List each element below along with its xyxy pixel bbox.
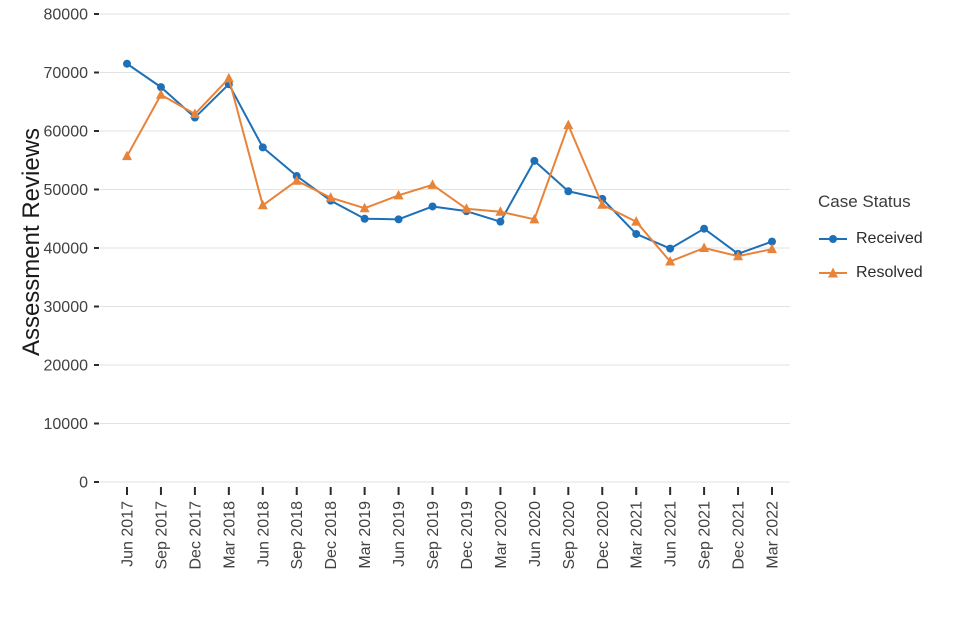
y-tick-label: 30000 [44,299,89,316]
data-point-received [700,224,709,233]
x-tick-label: Sep 2018 [289,501,306,570]
x-tick-label: Dec 2020 [595,501,612,570]
x-tick-label: Sep 2017 [153,501,170,570]
series-line-received [126,62,773,255]
x-tick-label: Mar 2018 [221,501,238,569]
legend-item-received: Received [818,230,958,248]
x-tick-label: Jun 2017 [120,501,137,567]
data-point-received [632,229,641,238]
x-tick-label: Mar 2021 [629,501,646,569]
data-point-received [496,217,505,226]
data-point-received [428,202,437,211]
data-point-resolved [122,150,132,161]
y-tick-label: 50000 [44,182,89,199]
data-point-resolved [461,203,472,213]
data-point-received [258,143,267,152]
data-point-resolved [189,108,200,119]
x-tick-label: Jun 2018 [255,501,272,567]
y-tick-label: 20000 [44,358,89,375]
data-point-resolved [631,216,642,226]
series-line-resolved [126,77,773,263]
data-point-resolved [665,255,676,266]
data-point-received [360,214,369,223]
data-point-received [123,59,131,68]
y-tick-label: 10000 [44,416,89,433]
legend: Case Status Received Resolved [818,192,958,298]
data-point-resolved [291,175,302,185]
data-point-resolved [529,213,540,224]
data-point-received [564,187,573,196]
data-point-resolved [767,243,777,254]
data-point-resolved [257,199,268,210]
legend-label-resolved: Resolved [856,264,923,281]
data-point-resolved [359,202,370,213]
data-point-received [768,237,776,246]
y-tick-label: 80000 [44,7,89,24]
data-point-resolved [427,179,438,189]
legend-label-received: Received [856,230,923,247]
data-point-resolved [223,72,234,83]
data-point-resolved [393,189,404,200]
y-tick-label: 0 [79,475,88,492]
x-tick-label: Mar 2020 [493,501,510,569]
x-tick-label: Dec 2017 [187,501,204,570]
data-point-received [394,215,403,224]
x-tick-label: Dec 2021 [731,501,748,570]
received-line-circle-icon [819,235,847,243]
x-tick-label: Mar 2019 [357,501,374,569]
x-tick-label: Dec 2018 [323,501,340,570]
y-tick-label: 40000 [44,241,89,258]
data-point-received [530,156,539,165]
data-point-received [666,244,675,253]
legend-title: Case Status [818,192,911,211]
x-tick-label: Jun 2021 [663,501,680,567]
x-tick-label: Sep 2019 [425,501,442,570]
y-tick-label: 70000 [44,65,89,82]
data-point-received [156,83,165,92]
data-point-resolved [155,89,166,99]
data-point-resolved [699,242,710,252]
data-point-resolved [733,250,744,261]
x-tick-label: Mar 2022 [765,501,782,569]
x-tick-label: Dec 2019 [459,501,476,570]
x-tick-label: Jun 2019 [391,501,408,567]
x-tick-label: Sep 2020 [561,501,578,570]
x-tick-label: Jun 2020 [527,501,544,567]
data-point-resolved [563,119,574,130]
legend-item-resolved: Resolved [818,264,958,282]
data-point-resolved [325,192,336,202]
data-point-resolved [495,206,506,216]
data-point-resolved [597,199,608,209]
y-tick-label: 60000 [44,124,89,141]
resolved-line-triangle-icon [819,267,847,278]
x-tick-label: Sep 2021 [697,501,714,570]
